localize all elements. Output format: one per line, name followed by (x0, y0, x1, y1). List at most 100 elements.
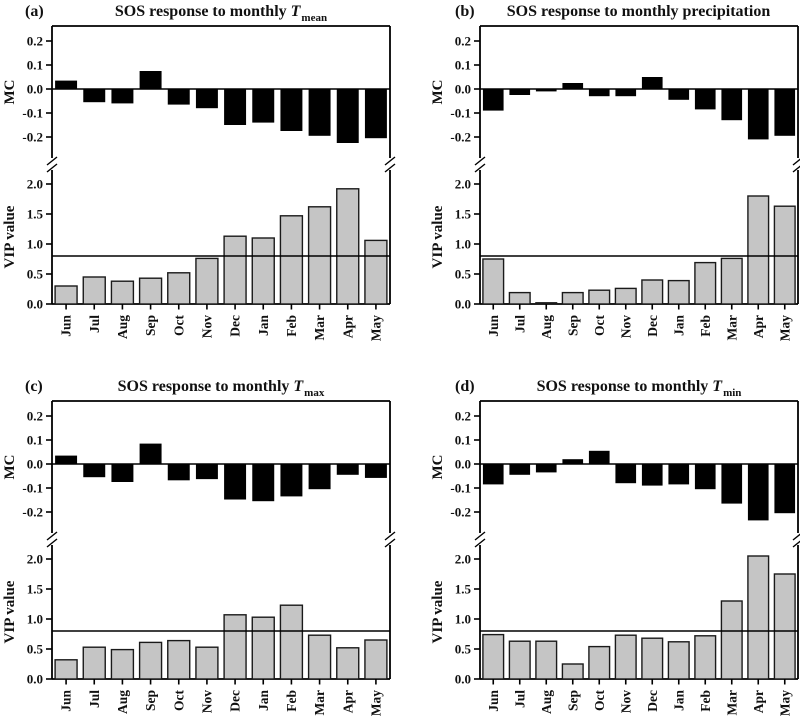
right-break-mark-1 (384, 531, 396, 541)
axis-frame (46, 25, 396, 305)
vip-bar-Nov (614, 634, 637, 680)
vip-tick-label: 1.0 (455, 612, 471, 627)
vip-tick-label: 1.5 (455, 582, 472, 597)
mc-bar-Nov (615, 89, 637, 97)
vip-bars (54, 604, 388, 680)
mc-bar-Dec (641, 77, 663, 89)
vip-bar-Apr (336, 188, 360, 305)
vip-bar-Apr (747, 555, 770, 680)
mc-bar-Jan (668, 89, 690, 100)
vip-bar-May (773, 573, 796, 680)
month-label-Feb: Feb (698, 690, 713, 712)
x-ticks: Jun Jul Aug Sep Oct Nov Dec Jan Feb Mar Apr May (59, 679, 383, 716)
x-ticks: Jun Jul Aug Sep Oct Nov Dec Jan Feb Mar Apr May (486, 679, 792, 716)
panel-c: (c) SOS response to monthly Tmax 0.2 0.1 0… (0, 361, 400, 721)
mc-bar-Aug (111, 464, 134, 482)
mc-bar-Aug (535, 89, 557, 92)
vip-tick-label: 1.0 (27, 612, 43, 627)
month-label-Oct: Oct (592, 315, 607, 336)
mc-tick-label: 0.1 (27, 58, 43, 73)
vip-bar-Aug (535, 640, 558, 680)
vip-bar-Jun (482, 258, 505, 305)
mc-bar-Jan (252, 464, 275, 502)
month-label-Aug: Aug (539, 315, 554, 339)
mc-bar-Mar (308, 89, 331, 136)
vip-bar-Nov (614, 287, 637, 305)
month-label-Jun: Jun (486, 690, 501, 712)
month-label-Oct: Oct (171, 315, 186, 336)
vip-bar-May (364, 239, 388, 305)
mc-bar-Oct (588, 89, 610, 97)
month-label-Sep: Sep (565, 690, 580, 711)
month-label-May: May (777, 690, 792, 716)
month-label-May: May (368, 315, 383, 341)
month-label-May: May (777, 315, 792, 341)
left-break-mark-2 (474, 163, 486, 173)
panel-a-title-text: SOS response to monthly (114, 3, 291, 20)
mc-bar-Sep (562, 459, 584, 464)
month-label-May: May (368, 690, 383, 716)
panel-d-title-subscript: min (723, 387, 742, 399)
panel-b-letter: (b) (455, 3, 475, 20)
vip-bar-Jan (667, 641, 690, 680)
right-break-mark-2 (384, 163, 396, 173)
mc-bar-Jun (55, 80, 78, 89)
vip-tick-label: 2.0 (27, 177, 43, 192)
mc-bars (482, 77, 796, 140)
month-label-Oct: Oct (171, 690, 186, 711)
vip-bar-Jun (54, 659, 78, 680)
mc-bar-May (774, 464, 796, 514)
vip-bar-Feb (694, 261, 717, 305)
vip-bar-Oct (588, 645, 611, 680)
mc-tick-label: 0.2 (455, 34, 471, 49)
vip-tick-label: 0.0 (455, 672, 471, 687)
vip-bar-Jan (667, 279, 690, 305)
axis-frame (474, 25, 800, 305)
axis-frame (46, 400, 396, 680)
left-break-mark-2 (474, 538, 486, 548)
mc-bar-Feb (280, 89, 303, 131)
vip-y-ticks: 2.0 1.5 1.0 0.5 0.0 (455, 177, 480, 312)
month-label-Jul: Jul (87, 315, 102, 333)
mc-axis-label: MC (2, 455, 18, 480)
month-label-Apr: Apr (751, 690, 766, 713)
mc-bars (482, 450, 796, 521)
month-label-Jan: Jan (256, 315, 271, 337)
mc-bar-Mar (721, 464, 743, 504)
month-label-Jan: Jan (671, 690, 686, 712)
vip-bar-May (773, 205, 796, 305)
mc-bar-Dec (224, 89, 247, 125)
mc-tick-label: -0.1 (22, 106, 43, 121)
mc-axis-label: MC (430, 455, 446, 480)
mc-tick-label: -0.1 (450, 106, 471, 121)
right-break-mark-2 (384, 538, 396, 548)
month-label-Sep: Sep (143, 315, 158, 336)
panel-c-title: SOS response to monthly Tmax (118, 375, 325, 400)
vip-bar-Mar (720, 600, 743, 680)
month-label-Jun: Jun (59, 315, 74, 337)
mc-bar-Sep (562, 83, 584, 89)
mc-bars (55, 443, 387, 502)
vip-bar-Jul (82, 276, 106, 305)
left-break-mark-2 (46, 163, 58, 173)
panel-a-letter: (a) (25, 3, 44, 20)
vip-bar-Apr (747, 195, 770, 305)
panel-d-title-symbol: T (712, 378, 723, 395)
vip-axis-label: VIP value (2, 580, 18, 643)
vip-axis-label: VIP value (2, 205, 18, 268)
vip-tick-label: 1.0 (27, 237, 43, 252)
month-label-Mar: Mar (312, 690, 327, 715)
month-label-Dec: Dec (228, 690, 243, 712)
vip-bar-Mar (720, 257, 743, 305)
mc-bar-May (774, 89, 796, 136)
mc-bar-May (364, 89, 387, 139)
panel-a-title: SOS response to monthly Tmean (115, 0, 327, 25)
vip-bars (482, 195, 796, 305)
mc-tick-label: -0.2 (450, 505, 471, 520)
mc-tick-label: 0.1 (27, 433, 43, 448)
mc-bar-Apr (747, 89, 769, 140)
month-label-Jun: Jun (486, 315, 501, 337)
mc-tick-label: -0.1 (22, 481, 43, 496)
right-break-mark-2 (792, 540, 800, 548)
vip-bar-Aug (535, 302, 558, 305)
